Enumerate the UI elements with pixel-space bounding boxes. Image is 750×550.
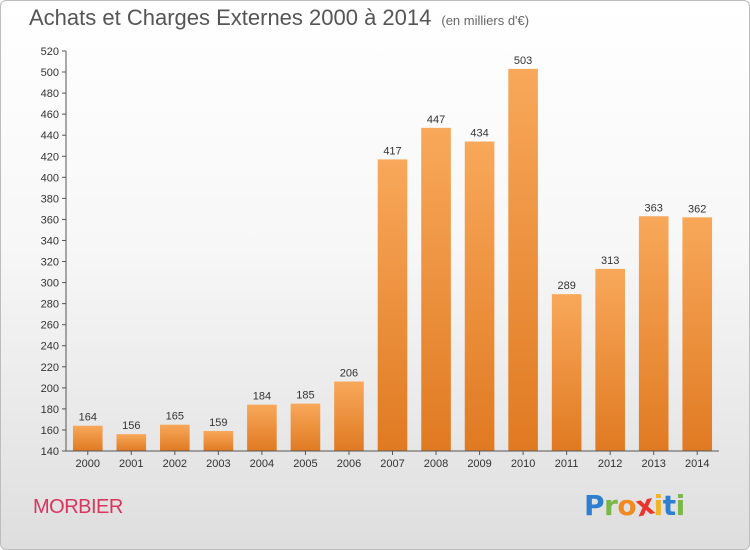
x-tick-2008: 2008: [424, 458, 448, 470]
data-label-2006: 206: [340, 368, 358, 380]
data-label-2010: 503: [514, 55, 532, 67]
y-tick-460: 460: [41, 109, 59, 121]
bar-2011: [551, 294, 582, 451]
data-label-2013: 363: [645, 202, 663, 214]
logo-letter: t: [662, 489, 676, 522]
proxiti-logo: Proxiti: [584, 488, 686, 524]
bar-2013: [638, 216, 669, 451]
x-tick-2002: 2002: [163, 458, 187, 470]
bar-2001: [116, 434, 147, 451]
bar-2004: [247, 404, 277, 451]
x-tick-2006: 2006: [337, 458, 361, 470]
y-tick-420: 420: [41, 151, 59, 163]
data-label-2004: 184: [253, 391, 271, 403]
bar-2008: [421, 127, 451, 451]
data-label-2007: 417: [383, 145, 401, 157]
y-tick-280: 280: [41, 299, 59, 311]
y-tick-220: 220: [41, 362, 59, 374]
data-label-2014: 362: [688, 203, 706, 215]
y-tick-400: 400: [41, 172, 59, 184]
y-tick-240: 240: [41, 341, 59, 353]
data-label-2002: 165: [166, 411, 184, 423]
y-tick-360: 360: [41, 214, 59, 226]
bar-2005: [290, 403, 321, 451]
bar-2007: [377, 159, 408, 451]
logo-letter: r: [604, 489, 618, 522]
data-label-2009: 434: [470, 128, 488, 140]
data-labels-layer: 164 156 165 159 184 185 206 417 447 434 503 289 313 3…: [79, 55, 707, 432]
data-label-2008: 447: [427, 114, 445, 126]
y-tick-520: 520: [41, 46, 59, 58]
bars-layer: [72, 68, 713, 452]
bar-2014: [682, 217, 713, 451]
chart-title-text: Achats et Charges Externes 2000 à 2014: [29, 5, 432, 30]
bar-2000: [72, 425, 103, 451]
data-label-2011: 289: [557, 280, 575, 292]
y-tick-340: 340: [41, 235, 59, 247]
x-tick-2011: 2011: [555, 458, 579, 470]
y-tick-180: 180: [41, 404, 59, 416]
y-tick-320: 320: [41, 257, 59, 269]
chart-subtitle: (en milliers d'€): [441, 13, 530, 28]
x-tick-2007: 2007: [380, 458, 404, 470]
x-tick-2004: 2004: [250, 458, 274, 470]
y-tick-260: 260: [41, 320, 59, 332]
x-tick-2005: 2005: [293, 458, 317, 470]
y-tick-440: 440: [41, 130, 59, 142]
x-tick-2013: 2013: [641, 458, 665, 470]
data-label-2001: 156: [122, 420, 140, 432]
town-name: MORBIER: [33, 496, 123, 518]
bar-2012: [595, 268, 625, 451]
data-label-2000: 164: [79, 412, 97, 424]
y-tick-500: 500: [41, 67, 59, 79]
y-tick-140: 140: [41, 446, 59, 458]
x-tick-2012: 2012: [598, 458, 622, 470]
x-tick-2000: 2000: [76, 458, 100, 470]
bar-2010: [508, 68, 538, 451]
data-label-2012: 313: [601, 255, 619, 267]
bar-2002: [160, 424, 190, 451]
x-tick-2010: 2010: [511, 458, 535, 470]
logo-letter: i: [653, 489, 664, 522]
y-tick-160: 160: [41, 425, 59, 437]
x-tick-2003: 2003: [206, 458, 230, 470]
y-tick-200: 200: [41, 383, 59, 395]
chart-title: Achats et Charges Externes 2000 à 2014 (e…: [29, 5, 529, 31]
x-tick-2001: 2001: [119, 458, 143, 470]
x-tick-2014: 2014: [685, 458, 709, 470]
y-tick-480: 480: [41, 88, 59, 100]
axes-layer: 2000 2001 2002 2003 2004 2005 2006 2007 2008 2009…: [41, 46, 719, 470]
logo-letter: o: [617, 489, 637, 522]
bar-2009: [464, 141, 495, 452]
bar-2006: [334, 381, 364, 451]
x-tick-2009: 2009: [467, 458, 491, 470]
y-tick-380: 380: [41, 193, 59, 205]
bar-2003: [203, 431, 234, 451]
y-tick-300: 300: [41, 278, 59, 290]
logo-letter: P: [584, 489, 605, 522]
logo-letter: i: [675, 489, 686, 522]
data-label-2003: 159: [209, 417, 227, 429]
data-label-2005: 185: [296, 390, 314, 402]
